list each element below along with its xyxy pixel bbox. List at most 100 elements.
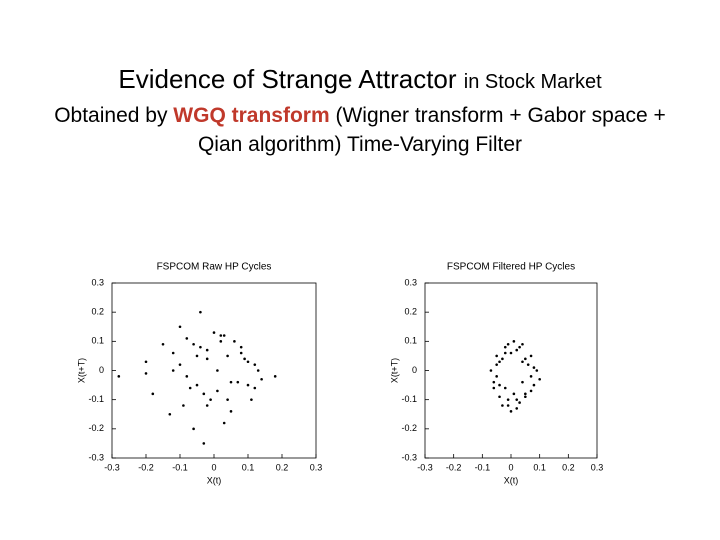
x-tick-label: 0.1 — [242, 462, 255, 472]
point — [192, 342, 195, 346]
point — [239, 345, 243, 349]
x-tick-label: 0.3 — [310, 462, 323, 472]
point — [515, 407, 519, 410]
point — [171, 369, 175, 372]
x-tick-label: 0.1 — [533, 462, 546, 472]
point — [529, 389, 533, 393]
x-tick-label: -0.2 — [138, 462, 154, 472]
y-tick-label: 0 — [412, 365, 417, 375]
point — [168, 412, 172, 416]
point — [526, 363, 530, 366]
x-tick-label: -0.3 — [104, 462, 120, 472]
point — [205, 404, 209, 407]
point — [161, 342, 165, 346]
y-tick-label: -0.1 — [88, 394, 104, 404]
point — [195, 383, 199, 387]
point — [239, 351, 243, 355]
point — [219, 340, 223, 343]
point — [521, 380, 524, 384]
y-tick-label: -0.3 — [88, 452, 104, 462]
point — [199, 345, 202, 349]
title-suffix: in Stock Market — [463, 71, 602, 93]
x-tick-label: 0 — [211, 462, 216, 472]
point — [495, 363, 498, 366]
y-tick-label: -0.2 — [88, 423, 104, 433]
point — [144, 360, 148, 364]
y-tick-label: 0.1 — [404, 336, 417, 346]
y-axis-label: X(t+T) — [76, 358, 86, 383]
header: Evidence of Strange Attractor in Stock M… — [20, 62, 700, 159]
title: Evidence of Strange Attractor — [118, 64, 457, 94]
point — [506, 404, 510, 407]
y-tick-label: 0.3 — [404, 277, 417, 287]
point — [192, 427, 195, 431]
point — [185, 375, 189, 378]
point — [222, 334, 226, 337]
point — [151, 392, 155, 396]
y-axis-label: X(t+T) — [389, 358, 399, 383]
y-tick-label: -0.1 — [401, 394, 417, 404]
point — [521, 342, 524, 346]
subtitle-text: (Wigner transform + Gabor space + Qian a… — [197, 104, 666, 156]
point — [489, 369, 493, 372]
plot-frame — [424, 282, 598, 459]
point — [518, 345, 521, 349]
point — [506, 342, 510, 346]
chart-title: FSPCOM Filtered HP Cycles — [447, 262, 575, 273]
plot-frame — [111, 282, 317, 459]
point — [117, 375, 121, 378]
point — [236, 380, 240, 384]
point — [212, 331, 216, 334]
point — [501, 404, 504, 407]
x-tick-label: -0.1 — [172, 462, 188, 472]
point — [509, 351, 513, 355]
point — [246, 383, 250, 387]
title-line: Evidence of Strange Attractor in Stock M… — [20, 62, 700, 99]
point — [253, 363, 257, 366]
x-tick-label: -0.3 — [417, 462, 433, 472]
x-tick-label: -0.1 — [475, 462, 491, 472]
point — [226, 398, 229, 401]
point — [216, 389, 219, 393]
point — [492, 386, 496, 390]
point — [498, 360, 501, 364]
point — [498, 383, 501, 387]
point — [518, 401, 521, 404]
point — [171, 351, 175, 355]
point — [506, 398, 510, 401]
y-tick-label: -0.3 — [401, 452, 417, 462]
point — [515, 348, 519, 352]
x-tick-label: 0.3 — [591, 462, 604, 472]
point — [524, 395, 527, 399]
point — [260, 377, 263, 381]
point — [250, 398, 253, 401]
point — [529, 354, 533, 358]
point — [209, 398, 212, 401]
point — [524, 392, 527, 396]
point — [182, 404, 185, 407]
point — [512, 392, 516, 396]
point — [503, 351, 507, 355]
point — [222, 421, 226, 425]
subtitle-highlight: WGQ transform — [173, 104, 330, 127]
x-tick-label: 0.2 — [276, 462, 289, 472]
x-tick-label: 0 — [508, 462, 513, 472]
point — [205, 357, 209, 361]
point — [532, 383, 536, 387]
point — [503, 345, 507, 349]
x-tick-label: 0.2 — [562, 462, 575, 472]
point — [226, 354, 229, 358]
point — [243, 357, 246, 361]
point — [532, 366, 536, 369]
y-tick-label: 0.3 — [91, 277, 104, 287]
point — [521, 360, 524, 364]
point — [202, 392, 206, 396]
y-tick-label: 0.2 — [404, 307, 417, 317]
point — [216, 369, 219, 372]
chart-title: FSPCOM Raw HP Cycles — [157, 262, 272, 273]
y-tick-label: -0.2 — [401, 423, 417, 433]
x-axis-label: X(t) — [207, 475, 222, 485]
point — [178, 363, 182, 366]
point — [503, 386, 507, 390]
